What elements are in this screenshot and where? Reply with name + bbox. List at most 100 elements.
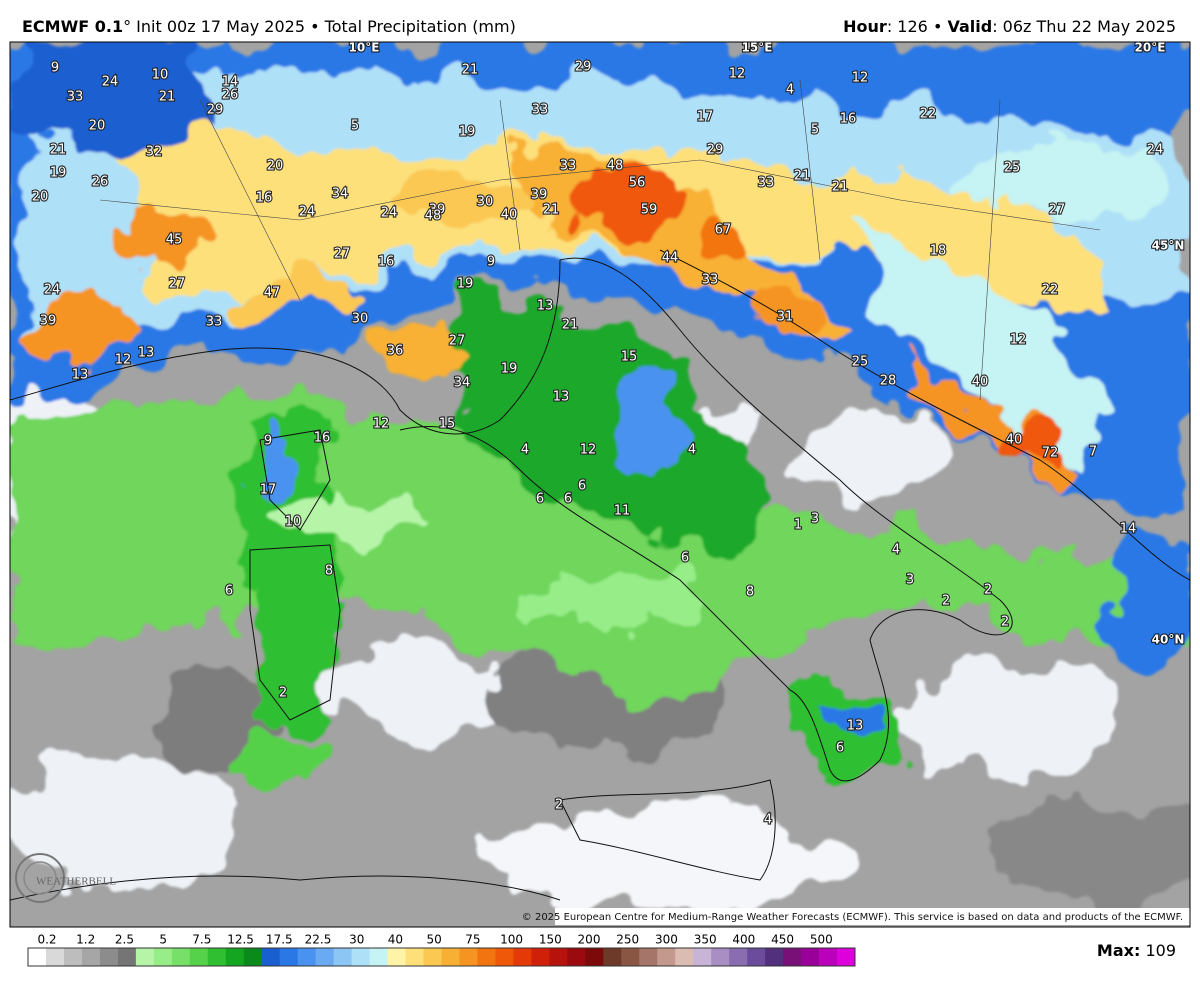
- precip-label: 5: [351, 119, 359, 134]
- precip-label: 56: [629, 176, 646, 191]
- legend-swatch: [585, 948, 604, 966]
- legend-tick-label: 500: [810, 933, 833, 947]
- legend-swatch: [657, 948, 676, 966]
- precip-label: 10: [152, 68, 169, 83]
- precip-label: 4: [688, 443, 696, 458]
- precip-label: 4: [786, 83, 794, 98]
- precip-label: 40: [972, 375, 989, 390]
- precip-label: 3: [906, 573, 914, 588]
- precip-label: 30: [477, 195, 494, 210]
- graticule-label: 45°N: [1152, 239, 1185, 253]
- precip-label: 25: [1004, 161, 1021, 176]
- legend-swatch: [621, 948, 640, 966]
- legend-swatch: [243, 948, 263, 966]
- legend-swatch: [531, 948, 550, 966]
- legend-swatch: [747, 948, 766, 966]
- precip-label: 9: [51, 61, 59, 76]
- precip-label: 24: [1147, 143, 1164, 158]
- legend-swatch: [405, 948, 425, 966]
- legend-swatch: [369, 948, 389, 966]
- legend-tick-label: 2.5: [115, 933, 134, 947]
- legend-swatch: [117, 948, 137, 966]
- legend-swatch: [63, 948, 83, 966]
- precip-label: 12: [115, 353, 132, 368]
- precip-label: 6: [681, 551, 689, 566]
- legend-swatch: [99, 948, 119, 966]
- graticule-label: 15°E: [742, 41, 773, 55]
- legend-swatch: [28, 948, 47, 966]
- precip-label: 21: [462, 63, 479, 78]
- legend-swatch: [639, 948, 658, 966]
- precip-label: 5: [811, 123, 819, 138]
- graticule-label: 10°E: [349, 41, 380, 55]
- legend-tick-label: 12.5: [227, 933, 254, 947]
- legend-swatch: [225, 948, 245, 966]
- header-left: ECMWF 0.1° Init 00z 17 May 2025 • Total …: [22, 17, 516, 36]
- precip-label: 47: [264, 286, 281, 301]
- precip-label: 21: [794, 169, 811, 184]
- precip-label: 13: [537, 299, 554, 314]
- legend-swatch: [135, 948, 155, 966]
- legend-tick-label: 40: [388, 933, 403, 947]
- legend-swatch: [729, 948, 748, 966]
- legend: 0.2 1.2 2.5 5 7.5 12.5 17.5 22.5 30 40 50 75 100 150 2…: [27, 933, 856, 967]
- precip-label: 16: [378, 255, 395, 270]
- precip-label: 24: [381, 206, 398, 221]
- precip-label: 6: [836, 741, 844, 756]
- precip-label: 13: [847, 719, 864, 734]
- legend-swatch: [711, 948, 730, 966]
- legend-swatch: [801, 948, 820, 966]
- legend-swatch: [387, 948, 407, 966]
- precip-label: 21: [832, 180, 849, 195]
- copyright: © 2025 European Centre for Medium-Range …: [522, 912, 1183, 923]
- legend-tick-label: 5: [159, 933, 167, 947]
- precip-label: 6: [564, 492, 572, 507]
- precip-label: 12: [1010, 333, 1027, 348]
- precip-label: 9: [264, 434, 272, 449]
- precip-label: 44: [662, 251, 679, 266]
- legend-tick-label: 7.5: [192, 933, 211, 947]
- map-frame: [9, 41, 1191, 928]
- precip-label: 27: [334, 247, 351, 262]
- precip-label: 67: [715, 223, 732, 238]
- legend-swatch: [837, 948, 856, 966]
- legend-tick-label: 22.5: [305, 933, 332, 947]
- precip-label: 7: [1089, 445, 1097, 460]
- legend-swatch: [819, 948, 838, 966]
- legend-swatch: [783, 948, 802, 966]
- legend-swatch: [81, 948, 101, 966]
- precip-label: 21: [159, 90, 176, 105]
- legend-swatch: [315, 948, 335, 966]
- legend-tick-label: 100: [500, 933, 523, 947]
- legend-swatch: [459, 948, 478, 966]
- precip-label: 17: [697, 110, 714, 125]
- precip-label: 33: [67, 90, 84, 105]
- legend-tick-label: 50: [427, 933, 442, 947]
- precip-label: 14: [222, 75, 239, 90]
- legend-swatch: [171, 948, 191, 966]
- legend-swatch: [549, 948, 568, 966]
- legend-swatch: [495, 948, 514, 966]
- precip-label: 2: [279, 686, 287, 701]
- precip-label: 48: [425, 209, 442, 224]
- graticule-label: 20°E: [1135, 41, 1166, 55]
- precip-label: 19: [50, 166, 67, 181]
- graticule-label: 40°N: [1152, 633, 1185, 647]
- precip-label: 20: [89, 119, 106, 134]
- precip-label: 33: [532, 103, 549, 118]
- precip-label: 59: [641, 203, 658, 218]
- precip-label: 16: [256, 191, 273, 206]
- precip-label: 21: [562, 318, 579, 333]
- precip-label: 4: [521, 443, 529, 458]
- legend-tick-label: 350: [694, 933, 717, 947]
- legend-tick-label: 400: [732, 933, 755, 947]
- legend-swatch: [513, 948, 532, 966]
- precip-label: 36: [387, 344, 404, 359]
- legend-frame: [27, 947, 856, 967]
- copyright-box: [555, 908, 1190, 925]
- precip-label: 30: [352, 312, 369, 327]
- precip-label: 6: [536, 492, 544, 507]
- legend-swatch: [477, 948, 496, 966]
